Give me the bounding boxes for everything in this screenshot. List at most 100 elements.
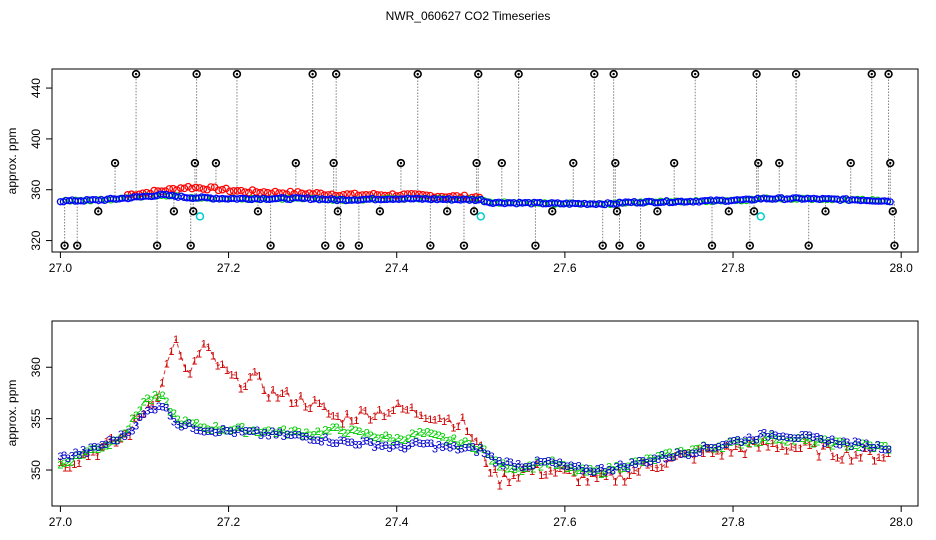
series-2-point: 2 xyxy=(182,415,188,427)
series-3-point: 3 xyxy=(515,458,521,470)
series-2-point: 2 xyxy=(69,457,75,469)
series-1-point: 1 xyxy=(659,462,665,474)
series-2-point: 2 xyxy=(224,426,230,438)
series-3-point: 3 xyxy=(738,437,744,449)
series-1-point: 1 xyxy=(464,426,470,438)
calibration-point xyxy=(497,158,507,168)
series-1-point: 1 xyxy=(880,453,886,465)
series-3-point: 3 xyxy=(576,460,582,472)
red-point xyxy=(252,188,261,196)
series-1-point: 1 xyxy=(769,438,775,450)
series-1-point: 1 xyxy=(816,451,822,463)
series-1-point: 1 xyxy=(677,448,683,460)
series-3-point: 3 xyxy=(568,460,574,472)
series-3-point: 3 xyxy=(182,420,188,432)
red-point xyxy=(199,185,208,193)
series-2-point: 2 xyxy=(61,458,67,470)
series-1-point: 1 xyxy=(603,471,609,483)
series-1-point: 1 xyxy=(575,477,581,489)
series-2-point: 2 xyxy=(409,428,415,440)
calibration-point xyxy=(110,158,120,168)
series-2-point: 2 xyxy=(644,453,650,465)
series-2-point: 2 xyxy=(784,436,790,448)
series-1-point: 1 xyxy=(441,416,447,428)
series-2-point: 2 xyxy=(156,392,162,404)
series-3-point: 3 xyxy=(803,430,809,442)
series-1-point: 1 xyxy=(811,438,817,450)
series-1-point: 1 xyxy=(446,413,452,425)
series-3-point: 3 xyxy=(133,420,139,432)
calibration-point xyxy=(791,69,801,79)
series-1-point: 1 xyxy=(205,342,211,354)
calibration-point-center xyxy=(593,72,596,76)
calibration-point-center xyxy=(189,244,192,247)
series-1-point: 1 xyxy=(672,450,678,462)
bottom-panel-marks: 1111111111111111111111111111111111111111… xyxy=(57,334,892,492)
calibration-point xyxy=(548,207,557,216)
series-3-point: 3 xyxy=(349,437,355,449)
calibration-point-center xyxy=(172,210,176,213)
series-3-point: 3 xyxy=(398,442,404,454)
series-2-point: 2 xyxy=(621,463,627,475)
series-2-point: 2 xyxy=(704,442,710,454)
series-1-point: 1 xyxy=(589,468,595,480)
series-2-point: 2 xyxy=(88,444,94,456)
series-1-point: 1 xyxy=(335,411,341,423)
calibration-point-center xyxy=(445,210,449,213)
series-2-point: 2 xyxy=(398,434,404,446)
series-2-point: 2 xyxy=(462,436,468,448)
series-2-point: 2 xyxy=(84,446,90,458)
chart-title: NWR_060627 CO2 Timeseries xyxy=(385,9,551,23)
series-1-point: 1 xyxy=(390,405,396,417)
bottom-y-axis-label: approx. ppm xyxy=(5,380,19,447)
series-1-point: 1 xyxy=(344,408,350,420)
series-2-point: 2 xyxy=(818,434,824,446)
series-3-point: 3 xyxy=(663,453,669,465)
series-3-point: 3 xyxy=(674,447,680,459)
series-3-point: 3 xyxy=(564,461,570,473)
series-3-point: 3 xyxy=(258,430,264,442)
series-1-point: 1 xyxy=(867,446,873,458)
series-3-point: 3 xyxy=(458,444,464,456)
series-1-point: 1 xyxy=(598,468,604,480)
series-2-point: 2 xyxy=(262,426,268,438)
series-3-point: 3 xyxy=(754,434,760,446)
series-3-point: 3 xyxy=(791,433,797,445)
series-3-point: 3 xyxy=(489,451,495,463)
series-2-point: 2 xyxy=(337,425,343,437)
series-3-point: 3 xyxy=(360,436,366,448)
series-1-point: 1 xyxy=(682,448,688,460)
series-1-point: 1 xyxy=(825,439,831,451)
series-2-point: 2 xyxy=(118,433,124,445)
series-1-point: 1 xyxy=(275,393,281,405)
top-panel: 27.0 27.2 27.4 27.6 27.8 28.0 320 360 400 440 ap… xyxy=(5,68,919,275)
red-point xyxy=(176,184,185,192)
x-tick-label: 28.0 xyxy=(890,261,914,275)
series-1-point: 1 xyxy=(367,415,373,427)
calibration-point-center xyxy=(334,72,338,76)
x-tick-label: 27.6 xyxy=(553,515,577,529)
series-3-point: 3 xyxy=(496,456,502,468)
series-3-point: 3 xyxy=(867,442,873,454)
series-1-point: 1 xyxy=(779,441,785,453)
series-2-point: 2 xyxy=(163,396,169,408)
series-3-point: 3 xyxy=(413,436,419,448)
series-1-point: 1 xyxy=(363,406,369,418)
series-2-point: 2 xyxy=(651,455,657,467)
series-2-point: 2 xyxy=(659,450,665,462)
series-3-point: 3 xyxy=(428,438,434,450)
series-1-point: 1 xyxy=(90,447,96,459)
series-1-point: 1 xyxy=(326,408,332,420)
series-2-point: 2 xyxy=(708,442,714,454)
series-1-point: 1 xyxy=(76,458,82,470)
series-3-point: 3 xyxy=(837,440,843,452)
series-1-point: 1 xyxy=(663,459,669,471)
series-3-point: 3 xyxy=(682,448,688,460)
calibration-point-center xyxy=(429,244,432,247)
series-3-point: 3 xyxy=(387,443,393,455)
series-2-point: 2 xyxy=(788,433,794,445)
series-1-point: 1 xyxy=(386,407,392,419)
calibration-point xyxy=(653,207,662,216)
calibration-point xyxy=(413,69,422,79)
